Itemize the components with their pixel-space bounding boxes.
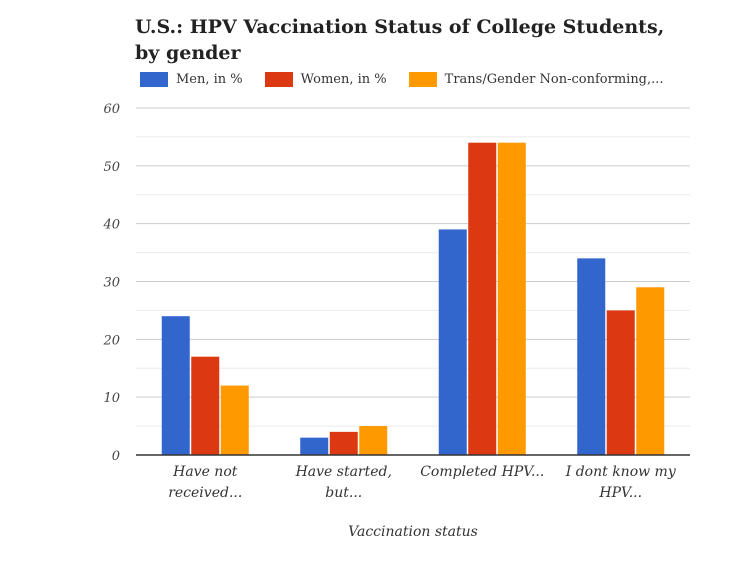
bar — [606, 310, 635, 455]
legend-label: Men, in % — [176, 72, 243, 87]
legend-swatch — [140, 72, 168, 87]
x-tick-label: but... — [325, 485, 362, 501]
bar — [161, 316, 190, 455]
x-tick-label: received... — [168, 485, 242, 501]
y-tick-label: 40 — [102, 218, 120, 233]
bar — [438, 229, 467, 455]
bar — [468, 142, 497, 455]
x-tick-label: Have started, — [295, 464, 392, 480]
bar — [300, 437, 329, 455]
x-tick-label: Have not — [172, 464, 238, 480]
x-tick-label: HPV... — [598, 485, 642, 501]
legend-item-trans[interactable]: Trans/Gender Non-conforming,... — [408, 72, 664, 87]
y-tick-label: 20 — [102, 333, 120, 348]
chart-title: U.S.: HPV Vaccination Status of College … — [135, 16, 665, 64]
y-tick-label: 0 — [112, 449, 120, 464]
bar — [191, 356, 220, 455]
x-axis-title: Vaccination status — [348, 524, 478, 540]
legend-label: Trans/Gender Non-conforming,... — [444, 72, 664, 87]
legend-label: Women, in % — [300, 72, 387, 87]
legend-item-men[interactable]: Men, in % — [140, 72, 243, 87]
y-tick-label: 30 — [103, 276, 120, 291]
bar — [329, 431, 358, 455]
x-tick-label: Completed HPV... — [420, 464, 544, 480]
legend-swatch — [408, 72, 437, 87]
bar — [497, 142, 526, 455]
x-tick-label: I dont know my — [565, 464, 677, 480]
bar — [359, 426, 388, 455]
bar — [577, 258, 606, 455]
bar — [636, 287, 665, 455]
y-tick-label: 50 — [103, 160, 120, 175]
legend-swatch — [264, 72, 293, 87]
legend: Men, in % Women, in % Trans/Gender Non-c… — [140, 72, 664, 87]
legend-item-women[interactable]: Women, in % — [264, 72, 387, 87]
y-tick-label: 60 — [103, 102, 120, 117]
y-tick-label: 10 — [103, 391, 120, 406]
bar — [220, 385, 249, 455]
